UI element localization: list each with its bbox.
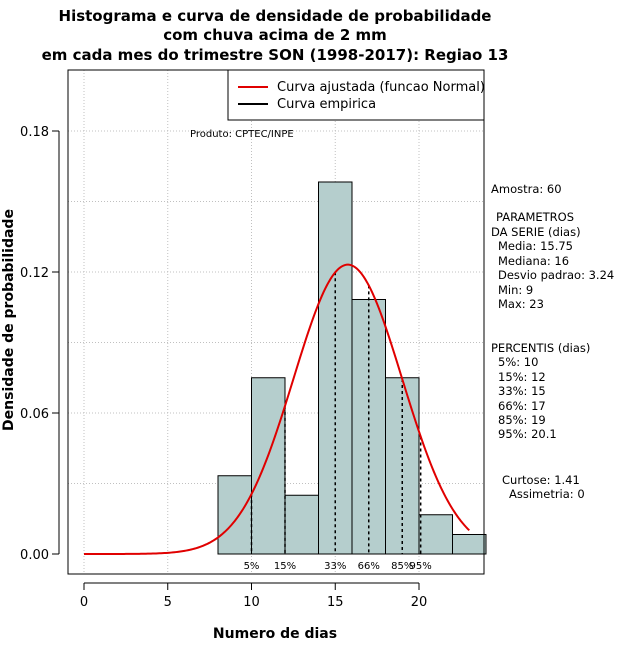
stat-param-title-1: PARAMETROS [496,210,574,224]
histogram-bar [284,494,319,555]
legend-label-empirical: Curva empirica [277,97,376,112]
product-note: Produto: CPTEC/INPE [190,129,294,140]
percentile-label: 33% [324,561,346,572]
histogram-bar [418,514,453,555]
legend-label-normal: Curva ajustada (funcao Normal) [277,80,485,95]
stat-param-title-2: DA SERIE (dias) [491,225,581,239]
histogram-bar [217,475,252,555]
chart-title-line-2: com chuva acima de 2 mm [163,26,387,44]
percentile-label: 66% [358,561,380,572]
stat-perc-title: PERCENTIS (dias) [491,341,590,355]
x-tick-label: 0 [80,595,88,610]
percentile-label: 15% [274,561,296,572]
normal-curve-layer [84,263,470,555]
legend-box [227,69,485,121]
histogram-bar [452,533,487,555]
y-axis-label: Densidade de probabilidade [1,209,17,431]
stat-p33: 33%: 15 [498,384,546,398]
stats-panel: Amostra: 60 PARAMETROS DA SERIE (dias) M… [491,182,614,501]
stat-amostra: Amostra: 60 [491,182,562,196]
stat-p66: 66%: 17 [498,399,546,413]
percentile-label: 95% [410,561,432,572]
y-tick-label: 0.18 [20,125,49,140]
stat-assimetria: Assimetria: 0 [509,487,585,501]
histogram-bar [318,181,353,555]
percentile-label: 85% [391,561,413,572]
x-axis: 0 5 10 15 20 [80,582,428,610]
y-tick-label: 0.12 [20,266,49,281]
x-tick-label: 10 [243,595,260,610]
y-tick-label: 0.06 [20,407,49,422]
stat-p85: 85%: 19 [498,413,546,427]
y-axis: 0.00 0.06 0.12 0.18 [20,125,60,563]
chart-title-line-1: Histograma e curva de densidade de proba… [59,7,492,25]
chart-title-line-3: em cada mes do trimestre SON (1998-2017)… [42,46,509,64]
legend: Curva ajustada (funcao Normal) Curva emp… [227,69,485,121]
x-tick-label: 20 [411,595,428,610]
stat-media: Media: 15.75 [498,239,573,253]
stat-min: Min: 9 [498,283,533,297]
percentile-lines: 5% 15% 33% 66% 85%95% [244,272,432,572]
y-tick-label: 0.00 [20,548,49,563]
x-tick-label: 15 [327,595,344,610]
normal-curve [84,263,470,555]
stat-p5: 5%: 10 [498,355,538,369]
histogram-bar [251,377,286,555]
x-tick-label: 5 [164,595,172,610]
x-axis-label: Numero de dias [213,626,337,642]
stat-desvio: Desvio padrao: 3.24 [498,268,614,282]
stat-p15: 15%: 12 [498,370,546,384]
stat-p95: 95%: 20.1 [498,427,557,441]
stat-curtose: Curtose: 1.41 [502,473,580,487]
stat-mediana: Mediana: 16 [498,254,569,268]
stat-max: Max: 23 [498,297,544,311]
percentile-label: 5% [244,561,260,572]
